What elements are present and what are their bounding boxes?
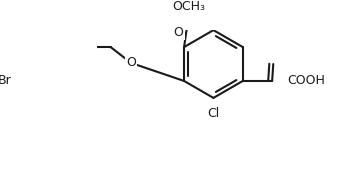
Text: COOH: COOH [287,75,325,87]
Text: Br: Br [0,75,11,87]
Text: O: O [174,26,183,39]
Text: OCH₃: OCH₃ [172,0,205,13]
Text: O: O [126,56,136,69]
Text: Cl: Cl [207,107,220,120]
